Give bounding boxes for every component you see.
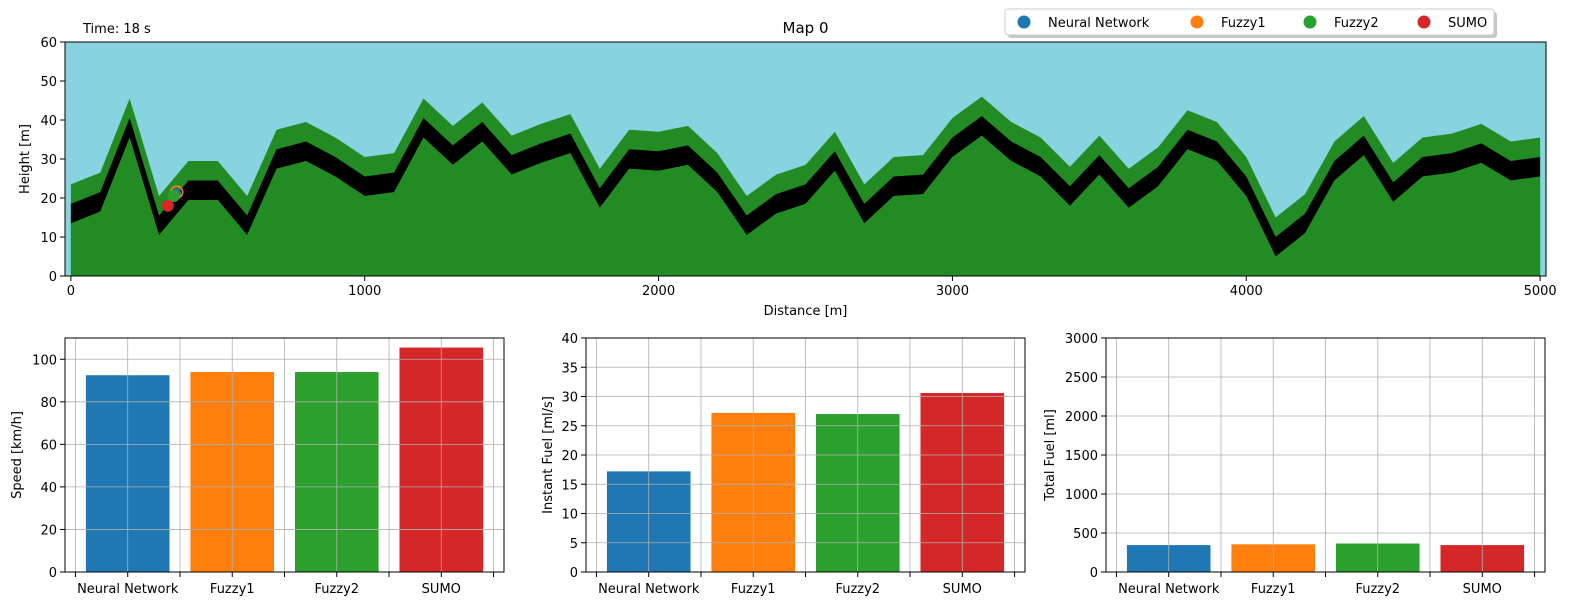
ylabel: Speed [km/h] (10, 411, 25, 499)
ytick-label: 15 (561, 478, 578, 493)
ytick-label: 80 (40, 396, 57, 411)
vehicle-marker-sumo (161, 199, 174, 212)
xtick-label: Neural Network (1118, 582, 1220, 597)
map-ytick-label: 20 (40, 192, 57, 207)
legend: Neural Network Fuzzy1 Fuzzy2 SUMO (1004, 8, 1497, 38)
map-ylabel: Height [m] (18, 124, 33, 194)
map-chart: 0 1000 2000 3000 4000 5000 0 10 20 30 40 50 60 Distan… (18, 19, 1557, 319)
xtick-label: Fuzzy2 (314, 582, 359, 597)
legend-marker-fuzzy2 (1303, 15, 1317, 29)
ytick-label: 5 (570, 537, 578, 552)
legend-label: Neural Network (1048, 16, 1150, 31)
ytick-label: 40 (40, 481, 57, 496)
xtick-label: Fuzzy1 (1251, 582, 1296, 597)
map-xtick-label: 4000 (1230, 284, 1263, 299)
ylabel: Total Fuel [ml] (1043, 409, 1058, 502)
map-ytick-label: 60 (40, 36, 57, 51)
map-xtick-label: 1000 (348, 284, 381, 299)
legend-label: SUMO (1448, 16, 1487, 31)
map-ytick-label: 0 (49, 270, 57, 285)
legend-marker-fuzzy1 (1190, 15, 1204, 29)
ytick-label: 2000 (1065, 410, 1098, 425)
xtick-label: SUMO (1463, 582, 1502, 597)
road-band (70, 116, 1541, 257)
ytick-label: 40 (561, 332, 578, 347)
ytick-label: 10 (561, 508, 578, 523)
ytick-label: 0 (49, 566, 57, 581)
xtick-label: Fuzzy2 (1355, 582, 1400, 597)
ytick-label: 60 (40, 438, 57, 453)
ytick-label: 20 (561, 449, 578, 464)
ylabel: Instant Fuel [ml/s] (541, 396, 556, 514)
map-ytick-label: 40 (40, 114, 57, 129)
xtick-label: SUMO (943, 582, 982, 597)
instant-fuel-chart: 0 5 10 15 20 25 30 35 40 Neural Network Fuzzy1 Fuzz… (541, 332, 1026, 597)
map-xtick-label: 3000 (936, 284, 969, 299)
time-label: Time: 18 s (82, 22, 151, 37)
ytick-label: 30 (561, 391, 578, 406)
map-xtick-label: 2000 (642, 284, 675, 299)
terrain-lower-area (70, 135, 1541, 276)
ytick-label: 20 (40, 523, 57, 538)
speed-chart: 0 20 40 60 80 100 Neural Network Fuzzy1 Fuzzy2 SU… (10, 337, 505, 597)
ytick-label: 1500 (1065, 449, 1098, 464)
map-title: Map 0 (783, 19, 829, 37)
xtick-label: Fuzzy1 (731, 582, 776, 597)
legend-marker-sumo (1417, 15, 1431, 29)
xtick-label: Neural Network (77, 582, 179, 597)
map-ytick-label: 50 (40, 75, 57, 90)
legend-label: Fuzzy2 (1334, 16, 1379, 31)
ytick-label: 1000 (1065, 488, 1098, 503)
total-fuel-chart: 0 500 1000 1500 2000 2500 3000 Neural Network Fu… (1043, 332, 1546, 597)
legend-box (1004, 8, 1495, 36)
xtick-label: SUMO (422, 582, 461, 597)
ytick-label: 0 (570, 566, 578, 581)
ytick-label: 3000 (1065, 332, 1098, 347)
ytick-label: 35 (561, 361, 578, 376)
map-xlabel: Distance [m] (764, 304, 848, 319)
xtick-label: Fuzzy1 (210, 582, 255, 597)
map-xtick-label: 0 (67, 284, 75, 299)
legend-marker-neural-network (1017, 15, 1031, 29)
map-ytick-label: 30 (40, 153, 57, 168)
map-xtick-label: 5000 (1524, 284, 1557, 299)
legend-label: Fuzzy1 (1221, 16, 1266, 31)
xtick-label: Neural Network (598, 582, 700, 597)
xtick-label: Fuzzy2 (835, 582, 880, 597)
ytick-label: 100 (32, 353, 57, 368)
ytick-label: 500 (1073, 527, 1098, 542)
ytick-label: 2500 (1065, 371, 1098, 386)
ytick-label: 0 (1090, 566, 1098, 581)
vehicle-marker-fuzzy2 (167, 190, 180, 203)
map-ytick-label: 10 (40, 231, 57, 246)
ytick-label: 25 (561, 420, 578, 435)
